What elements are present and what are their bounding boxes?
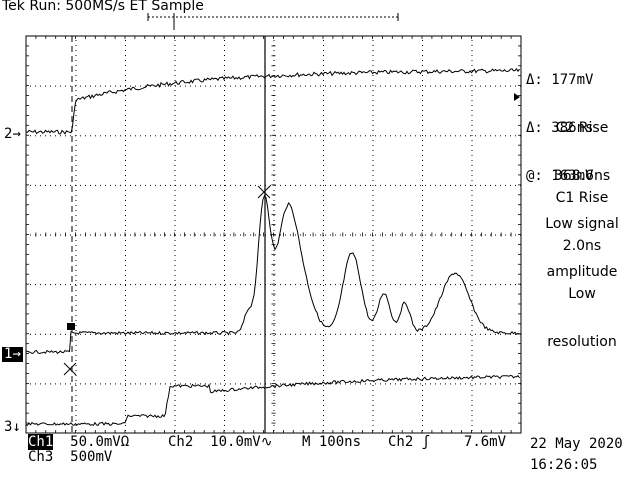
c1-rise-measurement: C1 Rise 2.0ns Low resolution <box>526 158 638 366</box>
ch1-marker[interactable]: 1→ <box>2 346 23 362</box>
c1-rise-note-line2: resolution <box>547 334 617 350</box>
c1-rise-note-line1: Low <box>568 286 596 302</box>
delta-voltage-readout: Δ: 177mV <box>526 72 594 88</box>
timebase-readout[interactable]: M 100ns <box>302 435 361 450</box>
ch1-label: Ch1 <box>28 434 54 450</box>
c2-rise-note-line1: Low signal <box>545 216 619 232</box>
date-readout: 22 May 2020 <box>530 436 623 452</box>
c1-rise-value: 2.0ns <box>562 238 602 254</box>
ch1-trigger-point-icon <box>67 323 75 330</box>
run-status-title: Tek Run: 500MS/s ET Sample <box>2 0 204 14</box>
cursor-marker-baseline <box>63 362 77 376</box>
cursor-readouts: Δ: 177mV Δ: 386ns @: 163mV <box>526 40 593 200</box>
ch2-trace <box>25 67 520 135</box>
c2-rise-title: C2 Rise <box>555 120 609 136</box>
trigger-slope-icon: ʃ <box>421 434 431 450</box>
ch1-scale-readout[interactable]: Ch1 50.0mVΩ <box>28 434 130 450</box>
ch2-label: Ch2 <box>168 434 194 450</box>
ch3-marker-label: 3 <box>4 419 13 435</box>
trigger-level-value: 7.6mV <box>463 434 507 450</box>
ch2-marker[interactable]: 2→ <box>4 126 21 142</box>
ch3-label: Ch3 <box>28 449 54 465</box>
c2-rise-value: 368.6ns <box>553 168 611 184</box>
graticule-grid <box>30 40 521 431</box>
ch1-marker-label: 1 <box>4 346 13 362</box>
ch1-trace <box>25 194 520 355</box>
ch3-trace <box>25 374 520 427</box>
timebase-value: 100ns <box>318 434 362 450</box>
ch1-scale-value: 50.0mVΩ <box>70 434 130 450</box>
at-voltage-readout: @: 163mV <box>526 168 594 184</box>
c1-rise-title: C1 Rise <box>555 190 609 206</box>
ch3-marker[interactable]: 3↓ <box>4 419 21 435</box>
ch3-scale-value: 500mV <box>70 449 113 465</box>
timebase-label: M <box>302 434 311 450</box>
ch2-marker-label: 2 <box>4 126 13 142</box>
trigger-readout[interactable]: Ch2 ʃ 7.6mV <box>388 435 506 450</box>
ch2-scale-value: 10.0mV <box>210 434 261 450</box>
graticule-center-axes <box>25 35 522 433</box>
trigger-level-icon <box>514 93 520 101</box>
ch2-scale-readout[interactable]: Ch2 10.0mV∿ <box>168 435 272 450</box>
bandwidth-limit-icon: ∿ <box>260 434 273 450</box>
trigger-source: Ch2 <box>388 434 414 450</box>
c2-rise-measurement: C2 Rise 368.6ns Low signal amplitude <box>526 88 638 296</box>
cursor-marker-peak <box>257 185 271 199</box>
delta-time-readout: Δ: 386ns <box>526 120 594 136</box>
record-bracket <box>147 13 399 24</box>
ch3-scale-readout[interactable]: Ch3 500mV <box>28 450 112 465</box>
c2-rise-note-line2: amplitude <box>546 264 618 280</box>
time-readout: 16:26:05 <box>530 457 598 473</box>
